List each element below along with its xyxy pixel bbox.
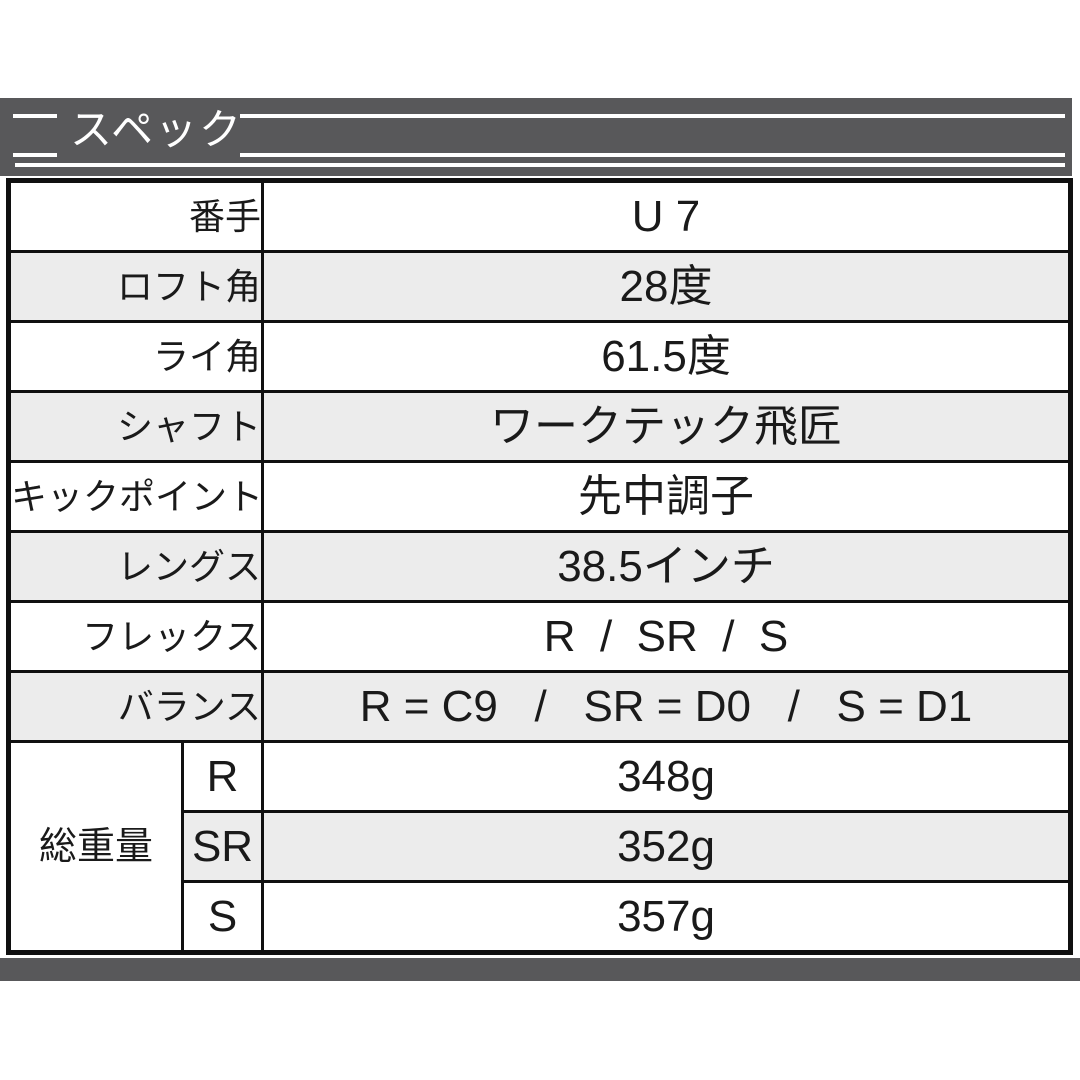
weight-group-label: 総重量 [7,740,184,954]
row-value: 38.5インチ [261,530,1072,603]
row-value: R = C9 / SR = D0 / S = D1 [261,670,1072,743]
row-label: レングス [6,530,265,603]
weight-flex-label: SR [180,810,265,883]
weight-value: 357g [261,880,1072,954]
table-row: 番手 U 7 [6,179,1072,253]
header-rule-top-right [240,114,1065,118]
row-label: シャフト [6,390,265,463]
header-rule-mid-right [240,153,1065,157]
row-label: 番手 [6,179,265,253]
header-rule-top-left [13,114,57,118]
row-value: 先中調子 [261,460,1072,533]
table-row: シャフト ワークテック飛匠 [6,390,1072,463]
row-value: R / SR / S [261,600,1072,673]
table-row: ロフト角 28度 [6,250,1072,323]
row-value: ワークテック飛匠 [261,390,1072,463]
weight-flex-label: S [180,880,265,954]
table-row: フレックス R / SR / S [6,600,1072,673]
table-row-weight: S 357g [9,880,1072,954]
row-value: 28度 [261,250,1072,323]
spec-table: 番手 U 7 ロフト角 28度 ライ角 61.5度 シャフト ワークテック飛匠 … [6,178,1073,955]
row-label: フレックス [6,600,265,673]
header-rule-mid-left [13,153,57,157]
row-value: 61.5度 [261,320,1072,393]
row-value: U 7 [261,179,1072,253]
table-row: ライ角 61.5度 [6,320,1072,393]
table-row-weight: SR 352g [9,810,1072,883]
table-row: レングス 38.5インチ [6,530,1072,603]
weight-value: 352g [261,810,1072,883]
header-rule-bottom-full [15,163,1065,167]
table-row: キックポイント 先中調子 [6,460,1072,533]
weight-flex-label: R [180,740,265,813]
row-label: ライ角 [6,320,265,393]
section-title: スペック [70,106,244,153]
section-header-bar: スペック [0,98,1072,176]
weight-value: 348g [261,740,1072,813]
section-footer-strip [0,958,1080,981]
table-row-weight: 総重量 R 348g [7,740,1072,954]
row-label: キックポイント [6,460,265,533]
row-label: バランス [6,670,265,743]
table-row: バランス R = C9 / SR = D0 / S = D1 [6,670,1072,743]
row-label: ロフト角 [6,250,265,323]
